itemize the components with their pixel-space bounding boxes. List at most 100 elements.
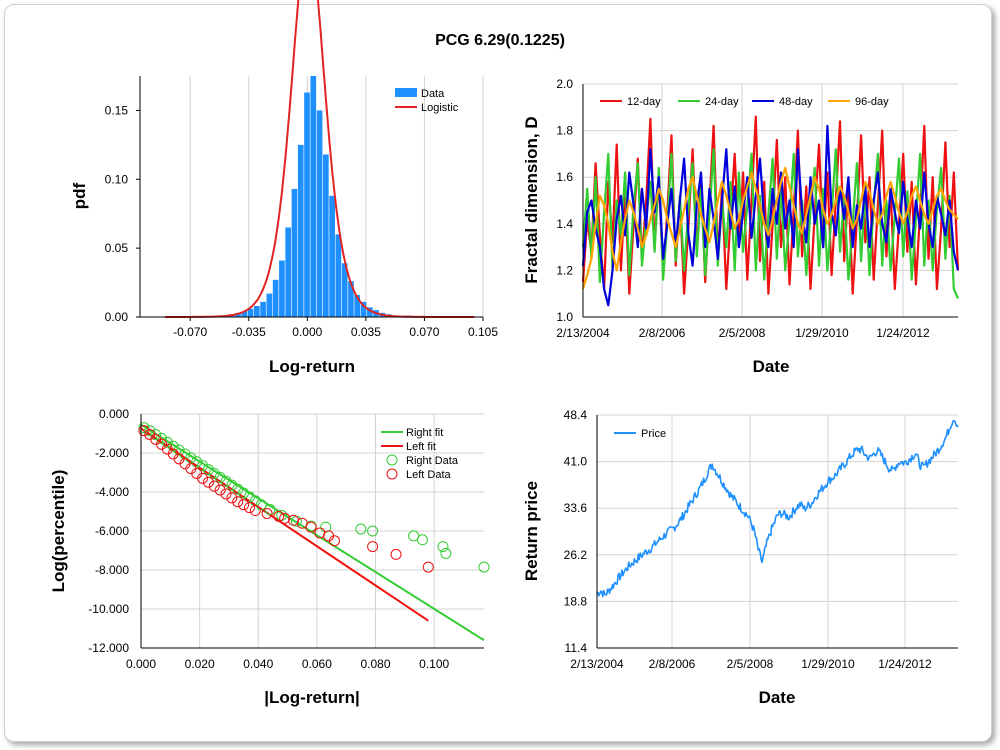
frac-y-tick-label: 1.0: [556, 310, 573, 324]
right-data-point: [161, 436, 173, 448]
hist-bar: [297, 144, 304, 317]
hist-bar: [235, 312, 241, 317]
frac-x-tick-label: 1/24/2012: [876, 326, 930, 340]
legend-swatch-left-data: [386, 468, 398, 480]
price-x-tick-label: 1/24/2012: [878, 657, 932, 671]
legend-label-price: Price: [641, 428, 666, 440]
right-data-point: [255, 499, 267, 511]
left-data-point: [202, 476, 214, 488]
tail-y-axis-title: Log(percentile): [49, 470, 68, 593]
frac-y-tick-label: 1.6: [556, 170, 573, 184]
right-data-point: [367, 525, 379, 537]
left-data-point: [243, 502, 255, 514]
price-x-tick-label: 2/13/2004: [570, 657, 624, 671]
price-y-tick-label: 11.4: [565, 641, 588, 655]
price-panel: 11.4 18.8 26.2 33.6 41.0 48.4 2/13/2004 2/8/200…: [522, 408, 959, 707]
price-y-tick-label: 18.8: [564, 594, 588, 608]
hist-bar: [272, 279, 279, 317]
left-data-point: [226, 492, 238, 504]
right-data-point: [208, 467, 220, 479]
left-data-point: [279, 512, 291, 524]
price-x-tick-label: 1/29/2010: [801, 657, 855, 671]
hist-y-tick-label: 0.05: [105, 241, 129, 255]
hist-x-tick-label: 0.035: [351, 325, 381, 339]
legend-label-logistic: Logistic: [421, 102, 459, 114]
right-data-point: [437, 541, 449, 553]
left-data-point: [390, 548, 402, 560]
left-data-point: [138, 425, 150, 437]
right-data-point: [138, 422, 150, 434]
left-data-point: [328, 535, 340, 547]
right-data-point: [197, 460, 209, 472]
price-x-tick-label: 2/5/2008: [727, 657, 774, 671]
price-line: [596, 420, 959, 598]
hist-bar: [253, 305, 260, 317]
hist-bar: [279, 260, 285, 317]
legend-label-12-day: 12-day: [627, 96, 661, 108]
left-data-point: [249, 505, 261, 517]
tail-x-tick-label: 0.060: [302, 657, 332, 671]
tail-x-tick-label: 0.040: [243, 657, 273, 671]
price-y-tick-label: 26.2: [564, 548, 588, 562]
series-line-48-day: [581, 124, 960, 307]
left-data-point: [238, 499, 250, 511]
right-data-point: [440, 547, 452, 559]
left-data-point: [197, 472, 209, 484]
right-data-point: [238, 487, 250, 499]
left-data-point: [261, 507, 273, 519]
legend-label-left-data: Left Data: [406, 469, 452, 481]
hist-bar: [360, 301, 367, 317]
price-y-tick-label: 48.4: [564, 408, 588, 422]
hist-bar: [366, 307, 373, 317]
histogram-panel: -0.070 -0.035 0.000 0.035 0.070 0.105 0.00 0.05…: [70, 0, 498, 376]
right-data-point: [214, 471, 226, 483]
legend-swatch-data: [395, 88, 417, 97]
fractal-panel: 1.0 1.2 1.4 1.6 1.8 2.0 2/13/2004 2/8/2006 2/5/2…: [522, 77, 960, 376]
left-data-point: [273, 510, 285, 522]
frac-y-tick-label: 1.8: [556, 124, 573, 138]
right-data-point: [232, 483, 244, 495]
hist-bar: [310, 76, 317, 317]
frac-x-tick-label: 1/29/2010: [795, 326, 849, 340]
right-data-point: [416, 534, 428, 546]
tail-y-tick-label: 0.000: [99, 407, 129, 421]
hist-bar: [291, 188, 298, 317]
left-data-point: [214, 484, 226, 496]
tail-x-tick-label: 0.100: [419, 657, 449, 671]
left-data-point: [220, 488, 232, 500]
hist-y-axis-title: pdf: [70, 182, 89, 209]
left-data-point: [208, 480, 220, 492]
tail-x-tick-label: 0.020: [185, 657, 215, 671]
tail-y-tick-label: -12.000: [88, 641, 129, 655]
tail-y-tick-label: -4.000: [95, 485, 129, 499]
frac-y-tick-label: 2.0: [556, 77, 573, 91]
hist-y-tick-label: 0.10: [105, 172, 129, 186]
right-data-point: [220, 475, 232, 487]
frac-x-tick-label: 2/8/2006: [639, 326, 686, 340]
left-data-point: [305, 521, 317, 533]
price-x-tick-label: 2/8/2006: [649, 657, 696, 671]
right-data-point: [167, 440, 179, 452]
right-data-point: [226, 479, 238, 491]
frac-y-axis-title: Fractal dimension, D: [522, 116, 541, 283]
hist-bar: [285, 227, 292, 317]
legend-label-left-fit: Left fit: [406, 441, 436, 453]
hist-bar: [323, 154, 329, 317]
right-data-point: [173, 444, 185, 456]
series-line-96-day: [581, 166, 959, 290]
hist-bar: [304, 92, 310, 317]
tail-y-tick-label: -8.000: [95, 563, 129, 577]
hist-x-axis-title: Log-return: [269, 357, 355, 376]
legend-label-24-day: 24-day: [705, 96, 739, 108]
tail-y-tick-label: -2.000: [95, 446, 129, 460]
hist-x-tick-label: 0.000: [292, 325, 322, 339]
frac-x-tick-label: 2/5/2008: [719, 326, 766, 340]
right-data-point: [202, 464, 214, 476]
frac-y-tick-label: 1.4: [556, 217, 573, 231]
price-x-axis-title: Date: [759, 688, 796, 707]
hist-y-tick-label: 0.00: [105, 310, 129, 324]
frac-y-tick-label: 1.2: [556, 263, 573, 277]
hist-bar: [247, 308, 254, 317]
right-data-point: [243, 491, 255, 503]
